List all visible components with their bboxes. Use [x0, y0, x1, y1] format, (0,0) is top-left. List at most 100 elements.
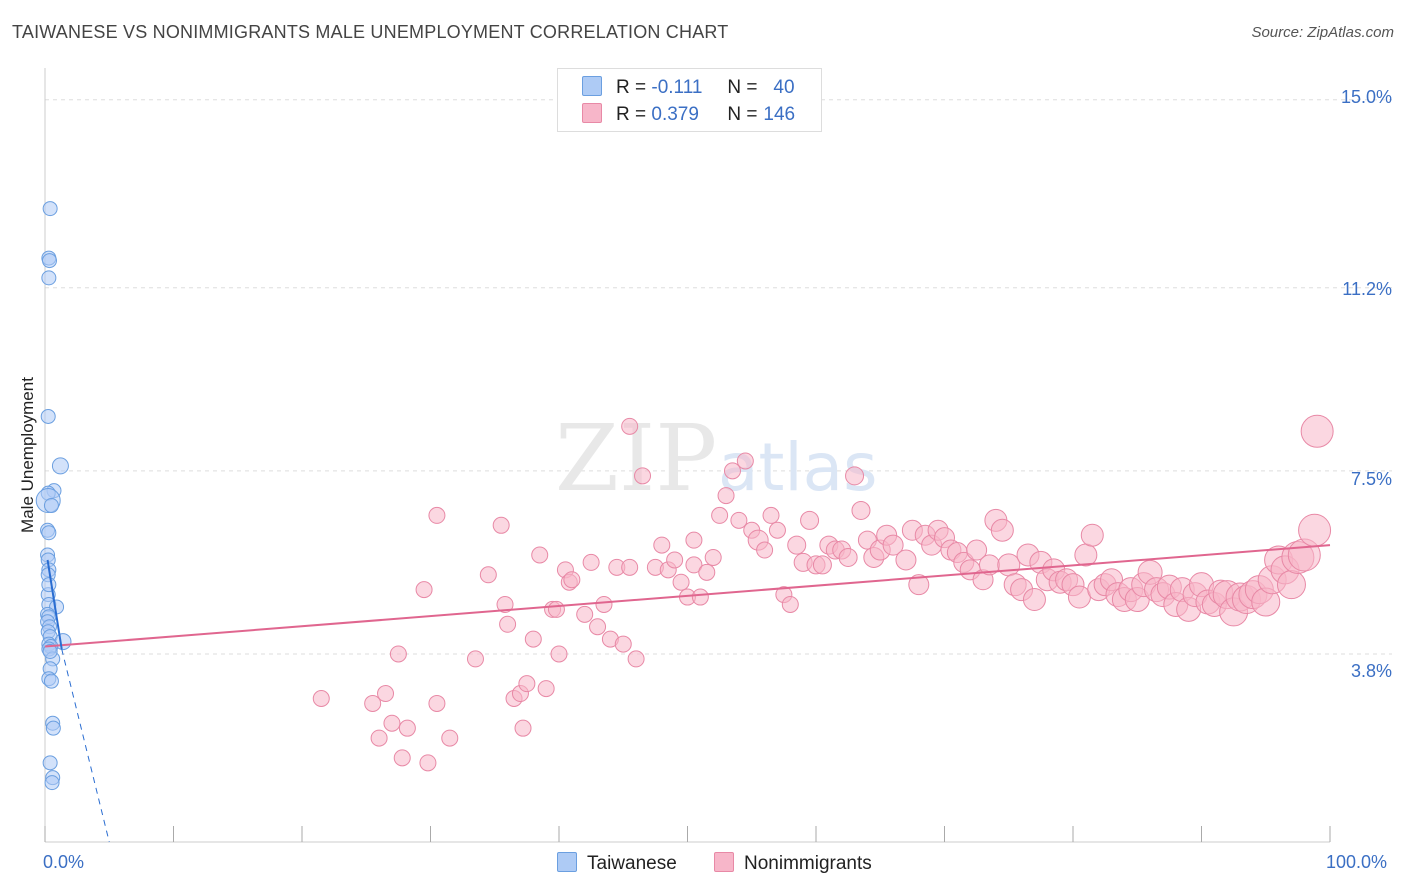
nonimmigrants-point [908, 574, 930, 596]
y-tick-label: 7.5% [1350, 469, 1392, 489]
nonimmigrants-point [781, 595, 799, 613]
legend-label-nonimmigrants: Nonimmigrants [744, 853, 872, 874]
nonimmigrants-point [717, 487, 735, 505]
nonimmigrants-point [364, 694, 382, 712]
taiwanese-point [41, 270, 57, 286]
legend-item-nonimmigrants[interactable]: Nonimmigrants [714, 852, 872, 875]
taiwanese-point [45, 720, 61, 736]
nonimmigrants-point [838, 547, 858, 567]
x-tick-label-min: 0.0% [43, 852, 85, 872]
nonimmigrants-point [563, 571, 581, 589]
nonimmigrants-swatch [582, 103, 602, 123]
taiwanese-swatch [557, 852, 577, 872]
nonimmigrants-point [762, 506, 780, 524]
nonimmigrants-point [685, 556, 703, 574]
nonimmigrants-point [756, 541, 774, 559]
nonimmigrants-point [415, 581, 433, 599]
x-tick-label-max: 100.0% [1326, 852, 1388, 872]
nonimmigrants-point [496, 595, 514, 613]
nonimmigrants-point [723, 462, 741, 480]
taiwanese-trendline [46, 559, 63, 650]
nonimmigrants-point [851, 500, 871, 520]
nonimmigrants-point [787, 535, 807, 555]
y-tick-label: 11.2% [1342, 279, 1392, 299]
taiwanese-swatch [582, 76, 602, 96]
taiwanese-point [42, 755, 58, 771]
nonimmigrants-point [1298, 513, 1332, 547]
nonimmigrants-point [653, 536, 671, 554]
nonimmigrants-point [312, 689, 330, 707]
nonimmigrants-point [582, 553, 600, 571]
nonimmigrants-point [589, 618, 607, 636]
source-credit: Source: ZipAtlas.com [1251, 24, 1394, 41]
taiwanese-trendline-extension [61, 648, 110, 843]
taiwanese-point [41, 525, 57, 541]
nonimmigrants-point [595, 595, 613, 613]
nonimmigrants-point [398, 719, 416, 737]
nonimmigrants-point [531, 546, 549, 564]
nonimmigrants-point [966, 539, 988, 561]
n-label: N = [727, 77, 758, 98]
nonimmigrants-point [1300, 414, 1334, 448]
nonimmigrants-point [393, 749, 411, 767]
nonimmigrants-point [685, 531, 703, 549]
nonimmigrants-point [547, 600, 565, 618]
nonimmigrants-point [698, 563, 716, 581]
nonimmigrants-point [537, 680, 555, 698]
taiwanese-point [43, 673, 59, 689]
taiwanese-point [42, 643, 58, 659]
series-legend: Taiwanese Nonimmigrants [0, 852, 1406, 878]
nonimmigrants-point [1276, 570, 1306, 600]
taiwanese-point [43, 498, 59, 514]
nonimmigrants-point [514, 719, 532, 737]
nonimmigrants-point [441, 729, 459, 747]
nonimmigrants-point [614, 635, 632, 653]
nonimmigrants-point [672, 573, 690, 591]
nonimmigrants-point [634, 467, 652, 485]
legend-row-nonimmigrants: R = 0.379 N = 146 [582, 103, 795, 126]
n-value-nonimmigrants: 146 [763, 104, 796, 125]
y-tick-label: 3.8% [1350, 661, 1392, 681]
nonimmigrants-point [550, 645, 568, 663]
nonimmigrants-point [621, 417, 639, 435]
nonimmigrants-point [524, 630, 542, 648]
nonimmigrants-point [499, 615, 517, 633]
nonimmigrants-point [576, 605, 594, 623]
nonimmigrants-point [711, 506, 729, 524]
nonimmigrants-point [1080, 523, 1104, 547]
nonimmigrants-point [621, 558, 639, 576]
chart-title: TAIWANESE VS NONIMMIGRANTS MALE UNEMPLOY… [12, 22, 729, 42]
nonimmigrants-point [419, 754, 437, 772]
nonimmigrants-swatch [714, 852, 734, 872]
nonimmigrants-point [812, 555, 832, 575]
nonimmigrants-point [1022, 588, 1046, 612]
correlation-legend: R = -0.111 N = 40 R = 0.379 N = 146 [557, 68, 822, 132]
n-value-taiwanese: 40 [773, 77, 795, 98]
legend-label-taiwanese: Taiwanese [587, 853, 677, 874]
legend-item-taiwanese[interactable]: Taiwanese [557, 852, 677, 875]
nonimmigrants-point [518, 675, 536, 693]
nonimmigrants-point [736, 452, 754, 470]
nonimmigrants-point [990, 518, 1014, 542]
nonimmigrants-point [466, 650, 484, 668]
nonimmigrants-point [666, 551, 684, 569]
taiwanese-point [42, 201, 58, 217]
nonimmigrants-point [479, 566, 497, 584]
nonimmigrants-point [377, 685, 395, 703]
nonimmigrants-point [428, 694, 446, 712]
r-value-taiwanese: -0.111 [651, 77, 703, 98]
nonimmigrants-point [428, 506, 446, 524]
r-label: R = [616, 77, 652, 98]
r-label: R = [616, 104, 652, 125]
nonimmigrants-point [895, 549, 917, 571]
legend-row-taiwanese: R = -0.111 N = 40 [582, 76, 795, 99]
r-value-nonimmigrants: 0.379 [651, 104, 699, 125]
nonimmigrants-point [768, 521, 786, 539]
nonimmigrants-point [627, 650, 645, 668]
nonimmigrants-point [1074, 543, 1098, 567]
nonimmigrants-point [882, 534, 904, 556]
taiwanese-point [44, 775, 60, 791]
nonimmigrants-point [1067, 585, 1091, 609]
taiwanese-point [41, 253, 57, 269]
